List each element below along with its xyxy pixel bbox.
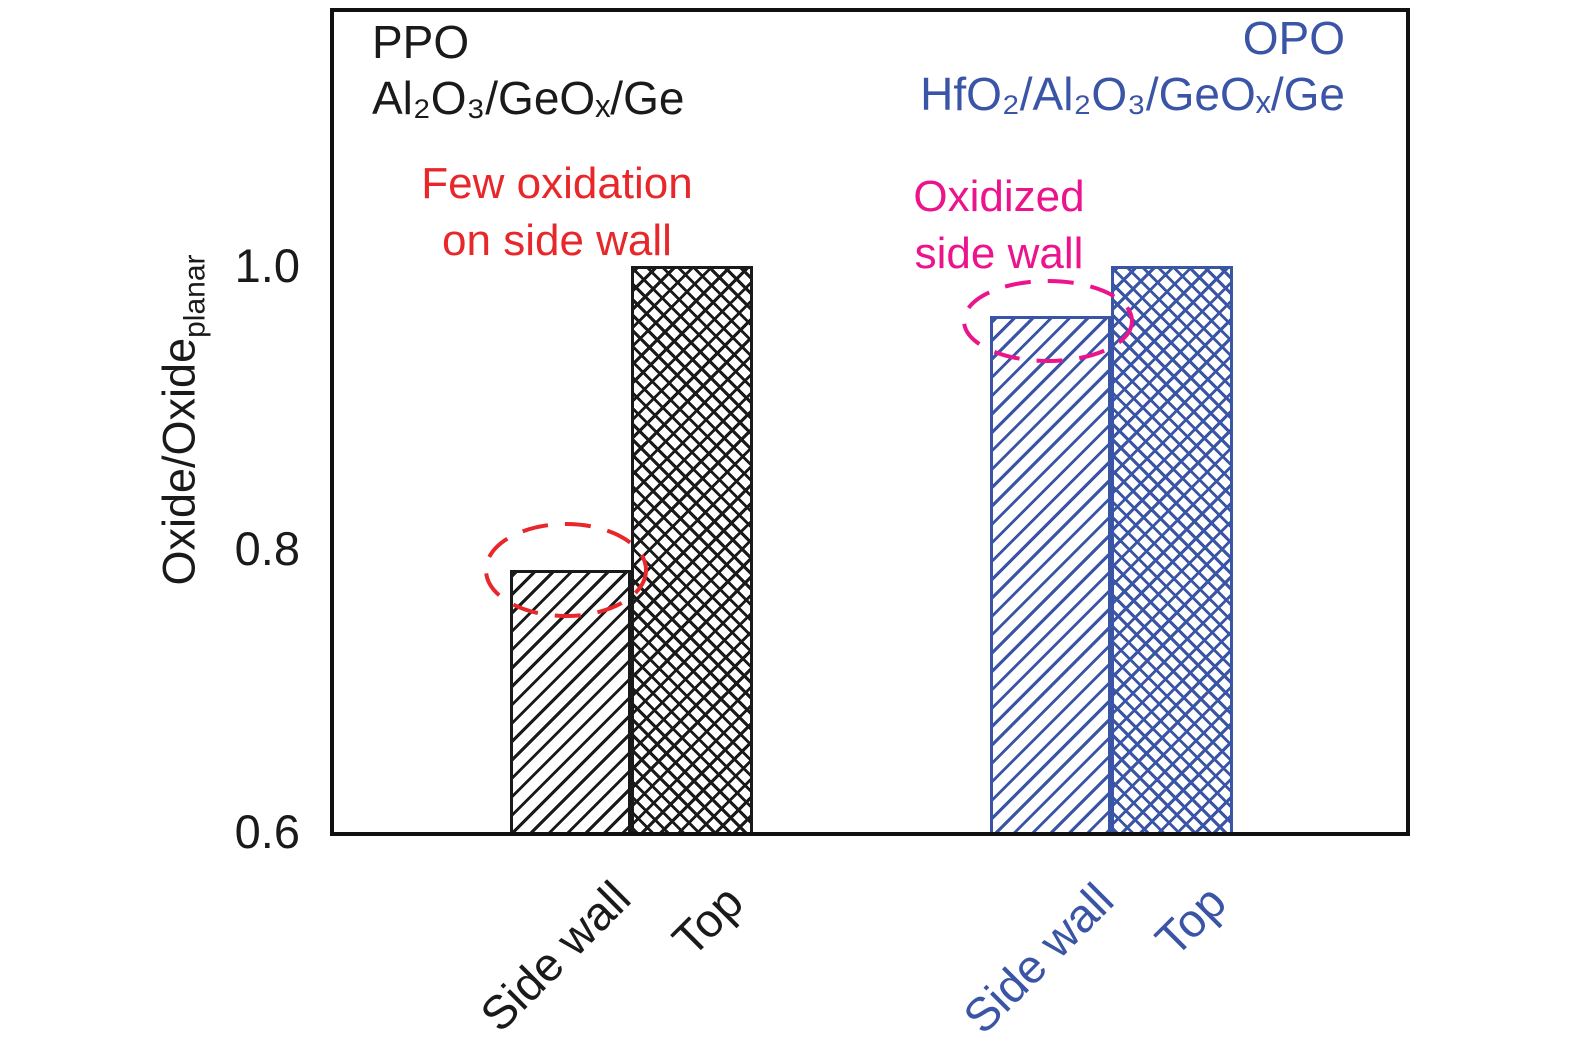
bar-ppo-side-wall (510, 570, 631, 832)
annotation-few-oxidation-line2: on side wall (442, 216, 672, 265)
ppo-material-label: Al₂O₃/GeOₓ/Ge (372, 72, 685, 124)
y-tick-label-1-0: 1.0 (234, 239, 300, 293)
annotation-oxidized-line1: Oxidized (913, 172, 1085, 221)
annotation-few-oxidation-line1: Few oxidation (421, 159, 693, 208)
y-tick-label-0-8: 0.8 (234, 522, 300, 576)
x-label-ppo-side-wall: Side wall (469, 870, 641, 1042)
x-label-ppo-top: Top (662, 874, 754, 966)
opo-title: OPO (1242, 12, 1345, 64)
x-label-opo-side-wall: Side wall (952, 872, 1124, 1044)
y-tick-label-0-6: 0.6 (234, 805, 300, 858)
bar-opo-top (1111, 266, 1233, 832)
opo-header: OPO HfO₂/Al₂O₃/GeOₓ/Ge (920, 10, 1345, 122)
opo-material-label: HfO₂/Al₂O₃/GeOₓ/Ge (920, 68, 1345, 120)
annotation-oxidized-line2: side wall (914, 229, 1084, 278)
bar-opo-side-wall (990, 316, 1111, 832)
ppo-title: PPO (372, 16, 470, 68)
bar-ppo-top (631, 266, 753, 832)
y-axis-title-main: Oxide/Oxide (153, 337, 205, 586)
annotation-few-oxidation: Few oxidation on side wall (421, 155, 692, 269)
ppo-header: PPO Al₂O₃/GeOₓ/Ge (372, 14, 684, 126)
x-label-opo-top: Top (1145, 874, 1237, 966)
annotation-oxidized-side-wall: Oxidized side wall (913, 168, 1084, 282)
plot-area (330, 8, 1410, 836)
